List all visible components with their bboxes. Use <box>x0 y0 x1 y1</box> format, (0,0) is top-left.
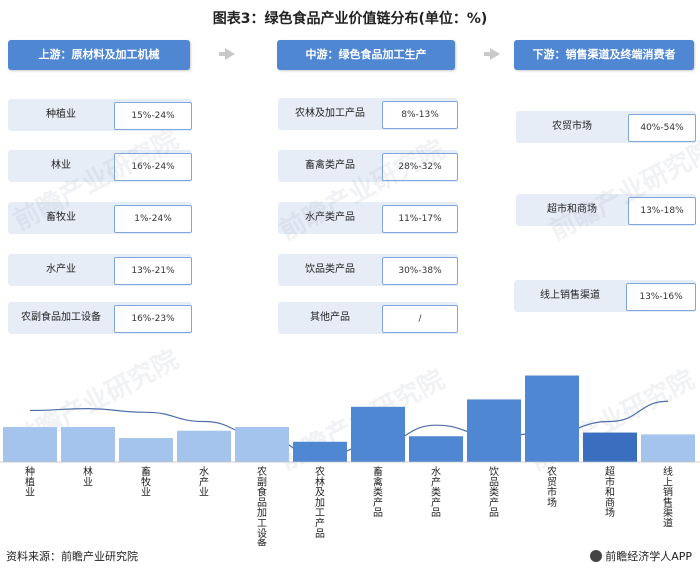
value-chain-bar-chart: 种植业 林业 畜牧业 水产业 农副食品加工设备 农林及加工产品 畜禽类产品 水产类产品 饮品类产… <box>0 375 700 546</box>
row-value: 28%-32% <box>382 153 458 181</box>
source-note: 资料来源：前瞻产业研究院 <box>6 550 138 563</box>
brand-logo-icon <box>590 550 603 562</box>
page-title: 图表3：绿色食品产业价值链分布(单位：%) <box>212 11 488 27</box>
category-label: 农贸市场 <box>547 465 557 509</box>
row-label: 畜禽类产品 <box>305 160 355 171</box>
row-label: 农副食品加工设备 <box>21 312 101 323</box>
row-value: / <box>382 305 458 333</box>
row-label: 水产类产品 <box>305 212 355 223</box>
bar <box>525 375 579 462</box>
bar <box>293 441 347 462</box>
midstream-row: 饮品类产品 30%-38% <box>278 254 458 286</box>
downstream-row: 超市和商场 13%-18% <box>516 194 696 226</box>
category-label: 水产业 <box>199 466 209 499</box>
upstream-row: 林业 16%-24% <box>8 150 192 182</box>
stage-header-upstream: 上游：原材料及加工机械 <box>8 40 190 70</box>
stage-header-downstream: 下游：销售渠道及终端消费者 <box>514 40 694 70</box>
bar <box>351 406 405 462</box>
stage-header-midstream: 中游：绿色食品加工生产 <box>277 40 455 70</box>
bar <box>61 427 115 462</box>
row-label: 线上销售渠道 <box>540 290 600 301</box>
brand-text: 前瞻经济学人APP <box>605 550 692 563</box>
midstream-row: 畜禽类产品 28%-32% <box>278 150 458 182</box>
row-value: 8%-13% <box>382 101 458 129</box>
watermark: 前瞻产业研究院 <box>544 134 700 247</box>
row-label: 饮品类产品 <box>305 264 355 275</box>
row-value: 30%-38% <box>382 257 458 285</box>
row-label: 林业 <box>51 160 71 171</box>
bar <box>119 438 173 462</box>
category-label: 超市和商场 <box>605 465 615 519</box>
category-label: 畜禽类产品 <box>373 465 383 519</box>
row-value: 16%-23% <box>114 305 192 333</box>
midstream-row: 农林及加工产品 8%-13% <box>278 98 458 130</box>
row-value: 13%-21% <box>114 257 192 285</box>
upstream-row: 农副食品加工设备 16%-23% <box>8 302 192 334</box>
row-label: 超市和商场 <box>547 204 597 215</box>
row-label: 农林及加工产品 <box>295 108 365 119</box>
category-label: 农副食品加工设备 <box>257 465 267 546</box>
row-label: 畜牧业 <box>46 212 76 223</box>
category-label: 水产类产品 <box>431 466 441 519</box>
category-label: 畜牧业 <box>141 465 151 499</box>
downstream-row: 线上销售渠道 13%-16% <box>514 280 696 312</box>
row-value: 13%-16% <box>626 283 696 311</box>
category-label: 农林及加工产品 <box>315 465 325 540</box>
row-value: 16%-24% <box>114 153 192 181</box>
upstream-row: 种植业 15%-24% <box>8 99 192 131</box>
row-label: 其他产品 <box>310 312 350 323</box>
brand-label: 前瞻经济学人APP <box>590 548 692 564</box>
bar <box>235 427 289 462</box>
upstream-row: 畜牧业 1%-24% <box>8 202 192 234</box>
bar <box>583 432 637 462</box>
row-value: 1%-24% <box>114 205 192 233</box>
category-label: 种植业 <box>25 465 35 499</box>
downstream-row: 农贸市场 40%-54% <box>516 111 696 143</box>
midstream-row: 其他产品 / <box>278 302 458 334</box>
row-value: 15%-24% <box>114 102 192 130</box>
row-label: 水产业 <box>46 264 76 275</box>
bar <box>3 427 57 462</box>
category-label: 林业 <box>83 465 93 488</box>
arrow-right-icon <box>484 48 500 60</box>
category-label: 饮品类产品 <box>489 465 499 519</box>
midstream-row: 水产类产品 11%-17% <box>278 202 458 234</box>
bar <box>467 399 521 462</box>
row-value: 11%-17% <box>382 205 458 233</box>
upstream-row: 水产业 13%-21% <box>8 254 192 286</box>
category-label: 线上销售渠道 <box>663 465 673 530</box>
row-label: 农贸市场 <box>552 121 592 132</box>
bar <box>177 430 231 462</box>
bar <box>409 436 463 462</box>
arrow-right-icon <box>219 48 235 60</box>
row-label: 种植业 <box>46 109 76 120</box>
row-value: 13%-18% <box>628 197 696 225</box>
bar <box>641 434 695 462</box>
row-value: 40%-54% <box>628 114 696 142</box>
